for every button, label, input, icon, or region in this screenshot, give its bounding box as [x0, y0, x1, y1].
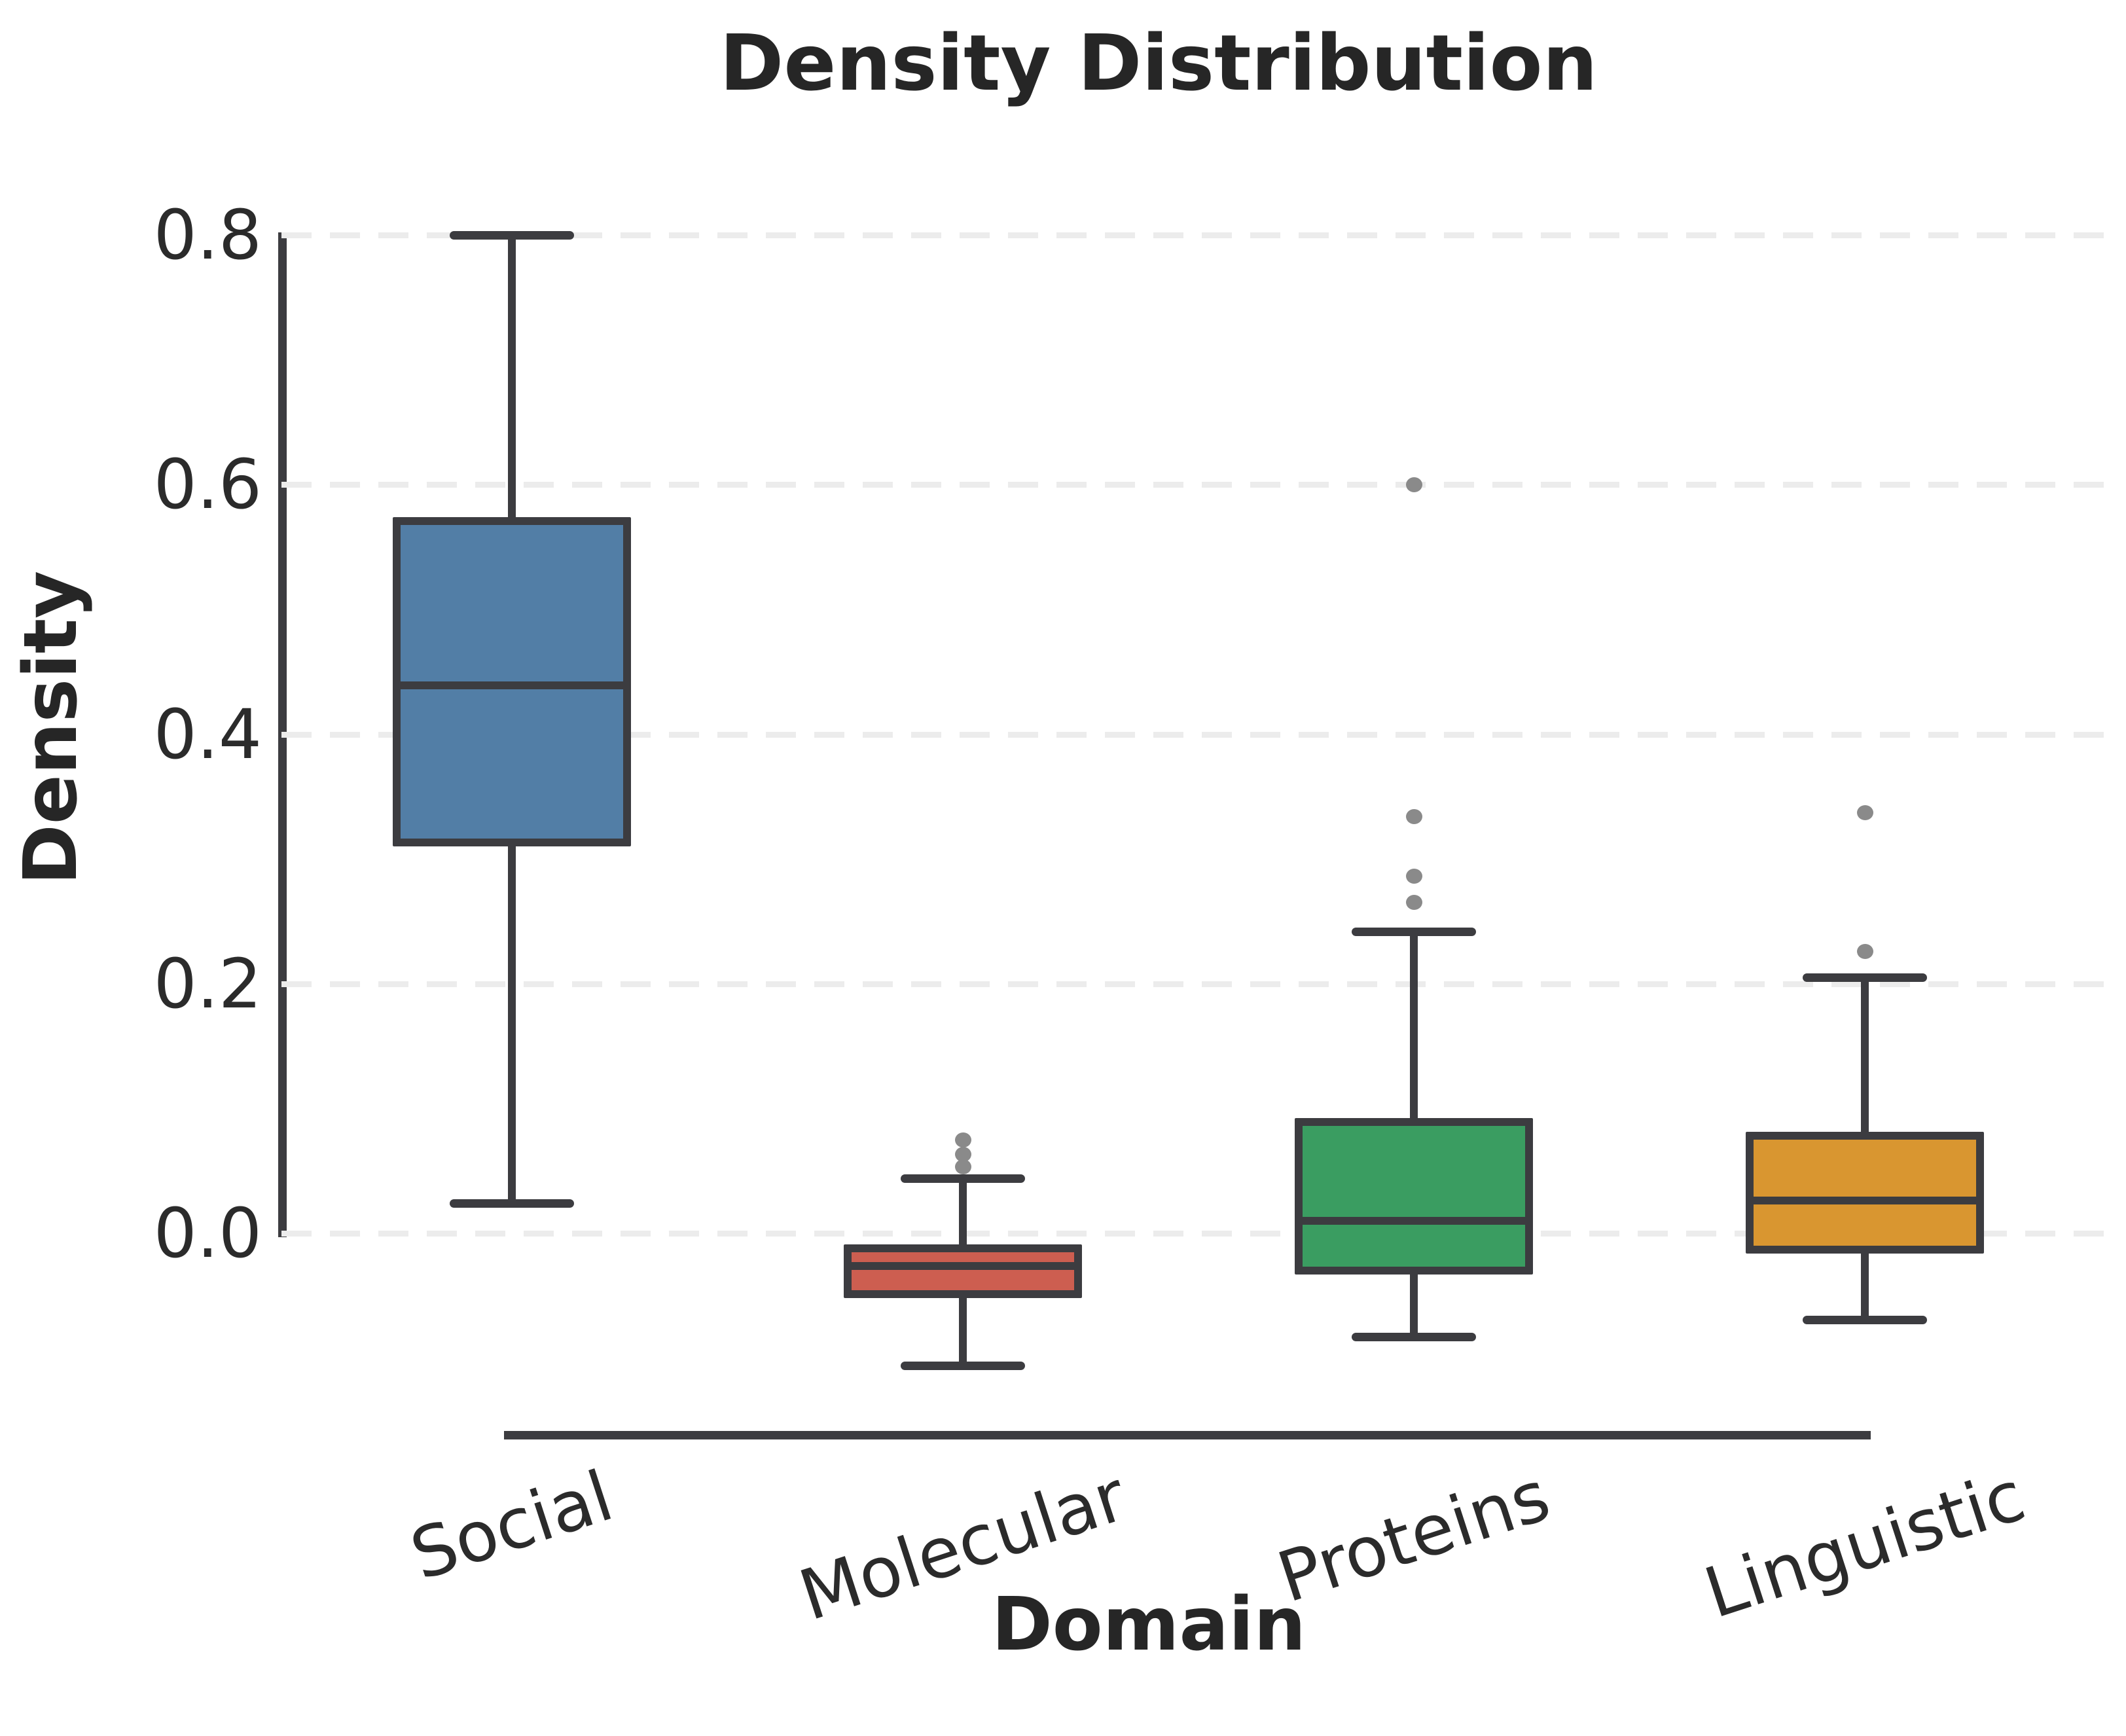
whisker-cap-upper-molecular: [901, 1174, 1025, 1184]
y-tick-label-0.0: 0.0: [153, 1193, 262, 1273]
gridline-y-0.2: [281, 981, 2121, 987]
x-tick-label-proteins: Proteins: [1268, 1455, 1559, 1619]
box-linguistic: [1746, 1132, 1984, 1254]
gridline-y-0.6: [281, 482, 2121, 488]
gridline-y-0.8: [281, 232, 2121, 239]
whisker-cap-upper-social: [450, 231, 574, 240]
whisker-cap-lower-linguistic: [1803, 1315, 1927, 1324]
whisker-cap-upper-proteins: [1352, 927, 1476, 936]
gridline-y-0.4: [281, 731, 2121, 738]
outlier-dot-molecular-2: [954, 1132, 971, 1148]
whisker-upper-social: [508, 235, 516, 521]
box-proteins: [1295, 1118, 1533, 1275]
outlier-dot-proteins-0: [1405, 895, 1422, 911]
x-tick-label-social: Social: [401, 1455, 622, 1596]
median-line-proteins: [1301, 1216, 1526, 1225]
whisker-upper-proteins: [1410, 931, 1418, 1123]
chart-title: Density Distribution: [719, 18, 1598, 108]
whisker-lower-social: [508, 842, 516, 1204]
x-axis-label: Domain: [991, 1582, 1306, 1667]
y-tick-label-0.2: 0.2: [153, 943, 262, 1024]
outlier-dot-proteins-2: [1405, 808, 1422, 824]
whisker-lower-proteins: [1410, 1271, 1418, 1337]
whisker-cap-lower-molecular: [901, 1362, 1025, 1371]
whisker-upper-molecular: [959, 1178, 967, 1248]
outlier-dot-molecular-1: [954, 1147, 971, 1163]
whisker-cap-upper-linguistic: [1803, 973, 1927, 983]
outlier-dot-linguistic-1: [1856, 805, 1873, 821]
outlier-dot-molecular-0: [954, 1159, 971, 1175]
gridline-y-0.0: [281, 1231, 2121, 1237]
whisker-upper-linguistic: [1861, 977, 1869, 1136]
outlier-dot-proteins-1: [1405, 869, 1422, 884]
y-axis-label: Density: [9, 570, 94, 886]
x-tick-label-linguistic: Linguistic: [1695, 1455, 2034, 1635]
whisker-cap-lower-proteins: [1352, 1333, 1476, 1342]
whisker-lower-linguistic: [1861, 1249, 1869, 1320]
y-tick-label-0.6: 0.6: [153, 444, 262, 525]
whisker-cap-lower-social: [450, 1199, 574, 1208]
box-molecular: [844, 1244, 1082, 1299]
bottom-spine: [504, 1431, 1871, 1439]
y-tick-label-0.8: 0.8: [153, 195, 262, 276]
y-tick-label-0.4: 0.4: [153, 694, 262, 774]
outlier-dot-proteins-3: [1405, 477, 1422, 492]
outlier-dot-linguistic-0: [1856, 943, 1873, 959]
median-line-social: [399, 681, 624, 690]
whisker-lower-molecular: [959, 1294, 967, 1366]
median-line-molecular: [850, 1261, 1075, 1270]
median-line-linguistic: [1752, 1197, 1977, 1205]
